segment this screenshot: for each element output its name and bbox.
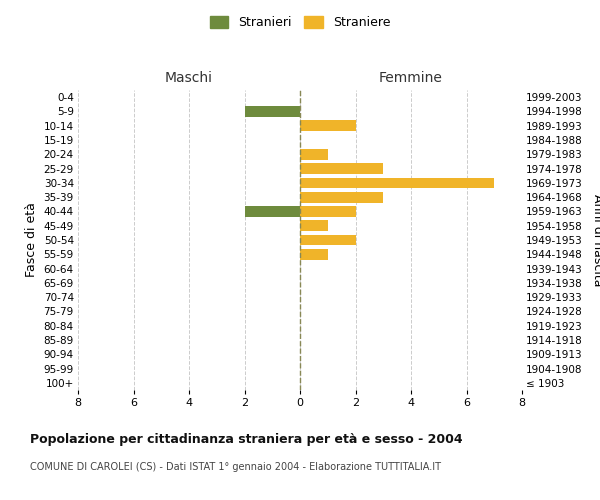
Bar	[300, 206, 356, 217]
Bar	[300, 163, 383, 174]
Y-axis label: Anni di nascita: Anni di nascita	[591, 194, 600, 286]
Legend: Stranieri, Straniere: Stranieri, Straniere	[205, 11, 395, 34]
Bar	[300, 192, 383, 202]
Bar	[300, 120, 356, 131]
Text: Maschi: Maschi	[165, 71, 213, 85]
Bar	[300, 149, 328, 160]
Bar	[300, 249, 328, 260]
Y-axis label: Fasce di età: Fasce di età	[25, 202, 38, 278]
Text: Femmine: Femmine	[379, 71, 443, 85]
Bar	[245, 206, 300, 217]
Text: Popolazione per cittadinanza straniera per età e sesso - 2004: Popolazione per cittadinanza straniera p…	[30, 432, 463, 446]
Bar	[300, 178, 494, 188]
Bar	[245, 106, 300, 117]
Text: COMUNE DI CAROLEI (CS) - Dati ISTAT 1° gennaio 2004 - Elaborazione TUTTITALIA.IT: COMUNE DI CAROLEI (CS) - Dati ISTAT 1° g…	[30, 462, 441, 472]
Bar	[300, 234, 356, 246]
Bar	[300, 220, 328, 231]
